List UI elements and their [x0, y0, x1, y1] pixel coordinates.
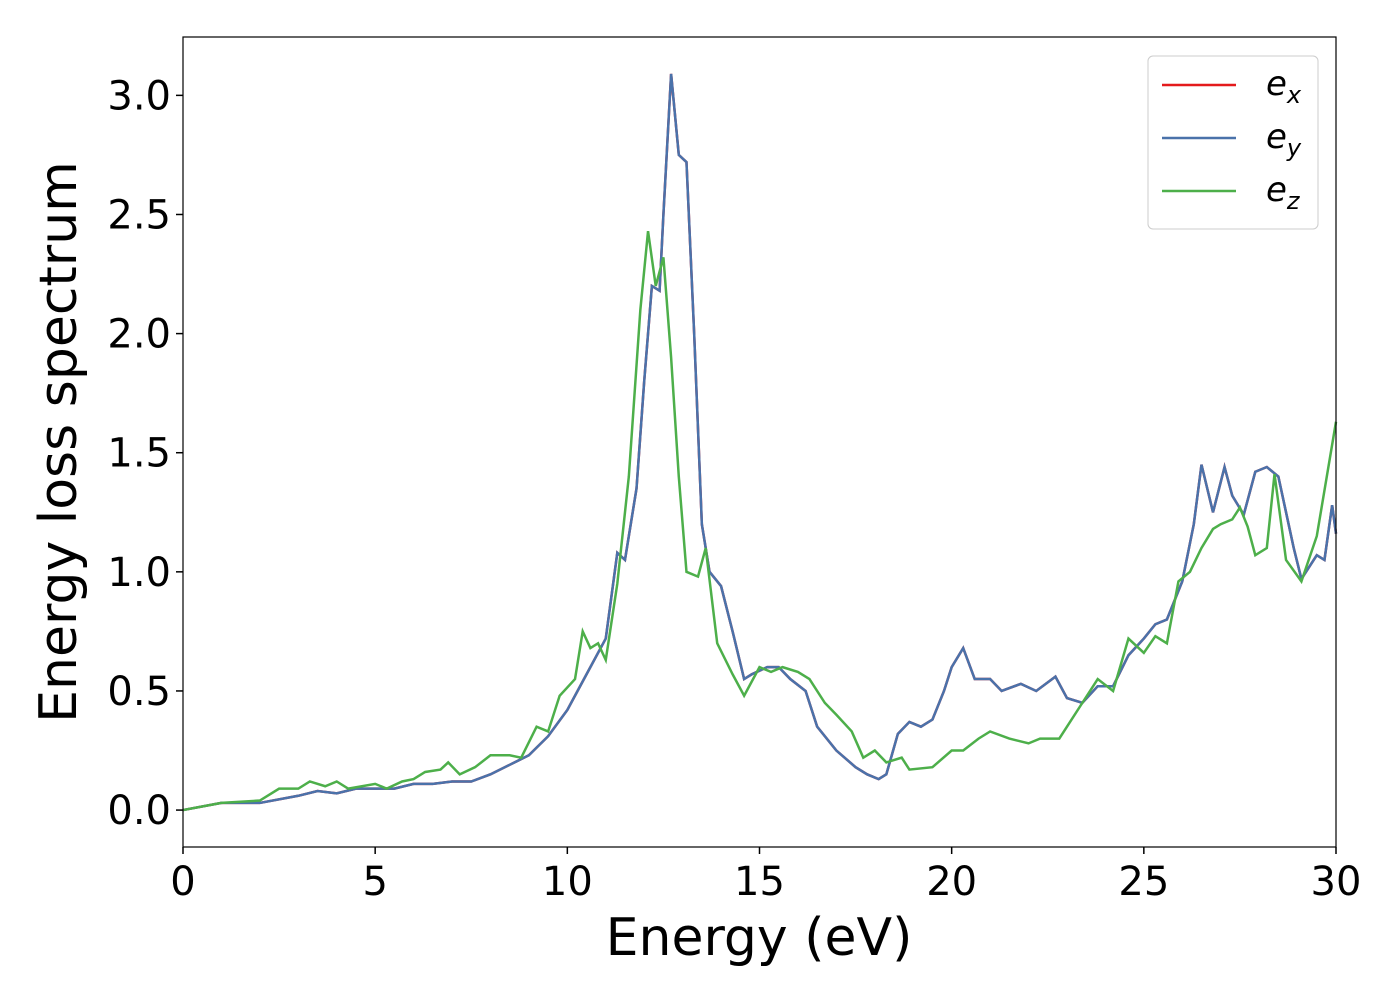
x-tick-label: 0 [170, 859, 195, 905]
x-tick-label: 20 [926, 859, 977, 905]
y-tick-label: 3.0 [107, 73, 171, 119]
x-tick-label: 15 [734, 859, 785, 905]
y-tick-label: 0.5 [107, 669, 171, 715]
line-series [182, 73, 1338, 812]
legend-label: ey [1266, 117, 1302, 162]
legend-box [1147, 55, 1319, 230]
y-axis-label: Energy loss spectrum [29, 161, 89, 723]
y-tick-label: 1.0 [107, 550, 171, 596]
x-tick-label: 25 [1118, 859, 1169, 905]
x-axis-label: Energy (eV) [606, 908, 913, 968]
x-tick-label: 30 [1311, 859, 1362, 905]
y-tick-label: 0.0 [107, 788, 171, 834]
legend-label: ex [1266, 64, 1302, 109]
x-tick-label: 10 [542, 859, 593, 905]
plot-frame [182, 36, 1337, 848]
x-tick-label: 5 [362, 859, 387, 905]
y-tick-label: 2.0 [107, 312, 171, 358]
line-series [182, 230, 1338, 812]
y-tick-label: 1.5 [107, 431, 171, 477]
legend-label: ez [1266, 170, 1301, 215]
y-tick-label: 2.5 [107, 192, 171, 238]
